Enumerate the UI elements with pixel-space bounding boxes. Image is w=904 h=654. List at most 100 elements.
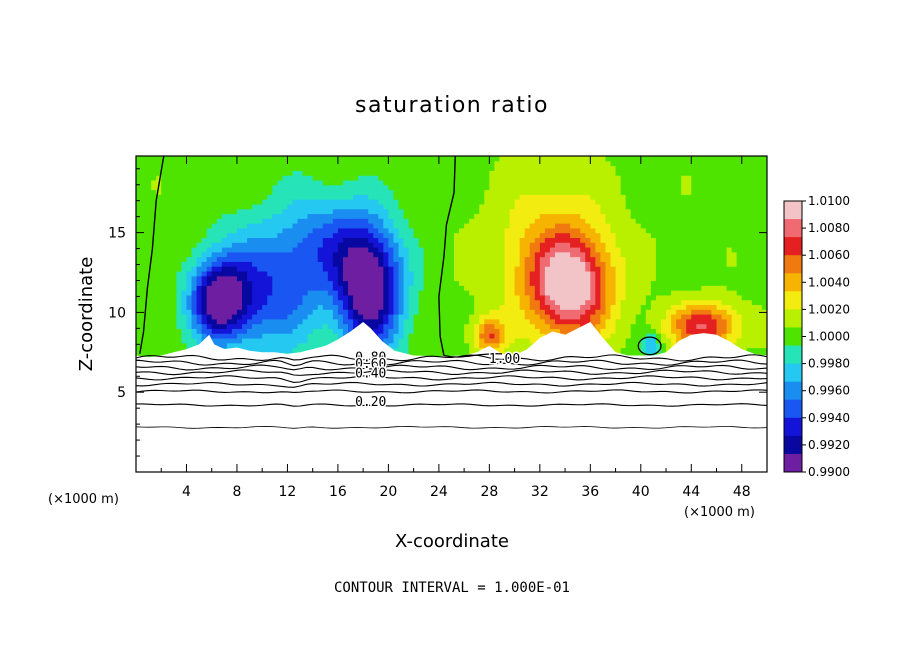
field-cell: [388, 237, 395, 243]
field-cell: [398, 213, 405, 219]
field-cell: [297, 314, 304, 320]
field-cell: [398, 246, 405, 253]
field-cell: [287, 213, 294, 219]
field-cell: [721, 223, 728, 229]
field-cell: [247, 333, 253, 339]
field-cell: [186, 246, 193, 253]
field-cell: [474, 266, 480, 272]
field-cell: [741, 213, 748, 219]
field-cell: [226, 227, 233, 234]
field-cell: [181, 266, 188, 272]
field-cell: [741, 280, 748, 286]
field-cell: [484, 170, 490, 176]
field-cell: [595, 266, 602, 272]
field-cell: [544, 242, 551, 248]
field-cell: [413, 156, 420, 162]
field-cell: [575, 237, 581, 243]
field-cell: [141, 160, 147, 167]
field-cell: [585, 299, 591, 306]
field-cell: [509, 304, 516, 310]
field-cell: [721, 170, 728, 176]
field-cell: [332, 251, 339, 258]
field-cell: [201, 156, 208, 162]
field-cell: [413, 223, 420, 229]
field-cell: [575, 275, 581, 282]
field-cell: [206, 318, 213, 325]
field-cell: [146, 203, 152, 210]
field-cell: [342, 223, 349, 229]
field-cell: [671, 261, 677, 267]
field-cell: [721, 261, 728, 267]
field-cell: [509, 194, 516, 200]
field-cell: [161, 342, 167, 349]
field-cell: [393, 189, 400, 195]
field-cell: [226, 314, 233, 320]
field-cell: [534, 208, 541, 215]
field-cell: [741, 314, 748, 320]
field-cell: [231, 208, 238, 215]
field-cell: [479, 175, 485, 181]
field-cell: [176, 280, 183, 286]
field-cell: [686, 246, 692, 253]
field-cell: [534, 304, 541, 310]
field-cell: [610, 194, 617, 200]
field-cell: [448, 208, 455, 215]
field-cell: [136, 208, 142, 215]
field-cell: [676, 165, 682, 171]
field-cell: [322, 270, 329, 277]
field-cell: [539, 251, 546, 258]
field-cell: [484, 237, 490, 243]
field-cell: [580, 213, 586, 219]
field-cell: [630, 232, 637, 238]
field-cell: [136, 256, 142, 262]
field-cell: [262, 218, 268, 224]
field-cell: [302, 304, 309, 310]
field-cell: [554, 242, 561, 248]
field-cell: [645, 156, 652, 162]
field-cell: [443, 314, 450, 320]
field-cell: [403, 170, 410, 176]
field-cell: [277, 290, 283, 296]
field-cell: [640, 203, 647, 210]
field-cell: [191, 270, 198, 277]
field-cell: [686, 156, 692, 162]
field-cell: [373, 323, 379, 329]
field-cell: [358, 218, 364, 224]
field-cell: [681, 165, 687, 171]
field-cell: [489, 270, 496, 277]
field-cell: [282, 179, 289, 186]
field-cell: [534, 270, 541, 277]
field-cell: [625, 342, 632, 349]
field-cell: [630, 337, 637, 344]
field-cell: [317, 208, 324, 215]
field-cell: [403, 294, 410, 301]
field-cell: [529, 285, 536, 291]
field-cell: [186, 218, 193, 224]
field-cell: [459, 184, 465, 191]
field-cell: [539, 232, 546, 238]
field-cell: [201, 179, 208, 186]
field-cell: [554, 280, 561, 286]
field-cell: [146, 218, 152, 224]
field-cell: [671, 227, 677, 234]
field-cell: [454, 314, 460, 320]
field-cell: [136, 299, 142, 306]
field-cell: [590, 232, 596, 238]
field-cell: [327, 337, 334, 344]
field-cell: [736, 309, 743, 315]
field-cell: [549, 290, 556, 296]
field-cell: [549, 208, 556, 215]
field-cell: [625, 156, 632, 162]
field-cell: [721, 290, 728, 296]
field-cell: [655, 194, 662, 200]
field-cell: [247, 199, 253, 205]
field-cell: [469, 184, 475, 191]
field-cell: [287, 223, 294, 229]
field-cell: [408, 314, 415, 320]
field-cell: [696, 280, 702, 286]
field-cell: [585, 208, 591, 215]
field-cell: [549, 304, 556, 310]
field-cell: [332, 256, 339, 262]
field-cell: [519, 270, 526, 277]
field-cell: [716, 318, 723, 325]
